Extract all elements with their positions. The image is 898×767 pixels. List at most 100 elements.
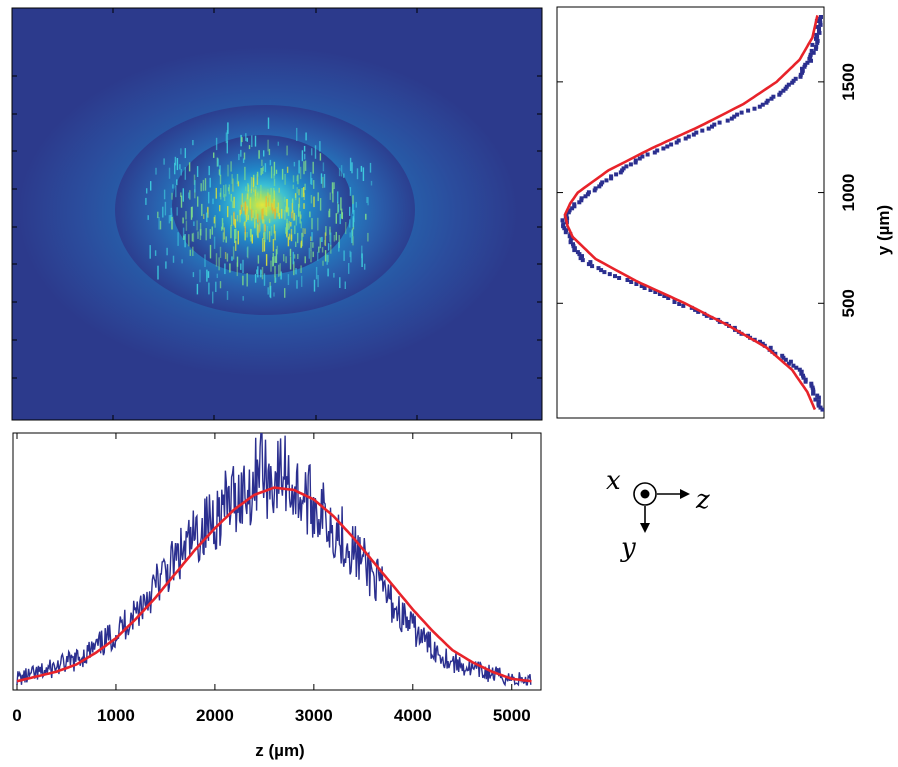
y-profile-point [760, 102, 765, 107]
heatmap-speckle [267, 287, 269, 295]
heatmap-speckle [351, 162, 353, 174]
y-profile-point [621, 166, 626, 171]
heatmap-speckle [266, 226, 269, 240]
heatmap-speckle [317, 275, 319, 288]
heatmap-speckle [297, 253, 299, 259]
y-profile-point [814, 44, 819, 49]
heatmap-speckle [314, 145, 317, 159]
heatmap-speckle [260, 191, 262, 200]
heatmap-speckle [322, 260, 324, 266]
heatmap-speckle [281, 168, 284, 180]
heatmap-speckle [203, 214, 205, 219]
heatmap-speckle [254, 191, 257, 202]
y-profile-point [681, 303, 686, 308]
heatmap-speckle [285, 256, 287, 264]
heatmap-speckle [189, 249, 191, 256]
heatmap-ticks [12, 8, 542, 420]
heatmap-speckle [318, 246, 320, 253]
heatmap-speckle [245, 186, 247, 191]
y-profile-fit-curve [563, 15, 819, 411]
heatmap-speckle [273, 187, 275, 200]
heatmap-speckle [157, 211, 159, 219]
heatmap-speckle [320, 173, 323, 184]
heatmap-speckle [209, 229, 211, 239]
y-profile-point [712, 122, 717, 127]
y-profile-point [570, 236, 574, 241]
heatmap-speckle [192, 232, 195, 242]
heatmap-speckle [317, 251, 319, 261]
heatmap-speckle [293, 261, 295, 276]
y-profile-point [717, 120, 722, 125]
heatmap-speckle [207, 207, 209, 215]
heatmap-speckle [262, 208, 264, 220]
heatmap-speckle [298, 160, 300, 174]
heatmap-speckle [172, 255, 175, 263]
heatmap-speckle [232, 246, 235, 260]
heatmap-speckle [323, 174, 326, 188]
heatmap-speckle [267, 193, 270, 207]
heatmap-speckle [236, 256, 239, 267]
y-profile-point [652, 150, 657, 155]
heatmap-speckle [259, 222, 261, 232]
heatmap-speckle [253, 187, 255, 193]
y-profile-point [669, 142, 674, 147]
heatmap-speckle [298, 189, 300, 196]
heatmap-speckle [262, 215, 264, 224]
y-profile-point [805, 60, 810, 65]
heatmap-speckle [333, 272, 335, 278]
heatmap-speckle [289, 256, 292, 270]
z-axis-tick-label: 0 [12, 706, 21, 725]
heatmap-speckle [241, 193, 243, 207]
heatmap-speckle [264, 224, 266, 232]
heatmap-speckle [176, 207, 178, 216]
y-profile-point [725, 118, 730, 123]
y-profile-point [739, 110, 744, 115]
heatmap-speckle [256, 203, 258, 208]
y-profile-point [815, 393, 820, 398]
heatmap-speckle [175, 185, 177, 198]
y-profile-point [600, 180, 605, 185]
y-profile-point [596, 266, 601, 271]
heatmap-speckle [369, 162, 372, 173]
heatmap-speckle [312, 161, 314, 174]
heatmap-speckle [264, 163, 267, 173]
y-profile-point [757, 104, 762, 109]
heatmap-speckle [230, 194, 232, 202]
y-profile-point [593, 186, 598, 191]
heatmap-speckle [310, 195, 313, 204]
y-profile-point [662, 294, 667, 298]
heatmap-speckle [289, 248, 292, 257]
heatmap-speckle [319, 141, 321, 152]
heatmap-speckle [192, 272, 195, 278]
y-profile-point [634, 282, 639, 286]
heatmap-speckle [300, 265, 302, 273]
heatmap-panel [11, 7, 543, 421]
heatmap-speckle [304, 256, 306, 264]
heatmap-speckle [226, 291, 229, 300]
heatmap-speckle [242, 158, 245, 163]
y-profile-point [575, 250, 580, 255]
heatmap-speckle [319, 153, 322, 161]
heatmap-speckle [147, 215, 149, 220]
y-profile-point [624, 164, 629, 169]
heatmap-speckle [234, 218, 236, 227]
heatmap-speckle [174, 162, 176, 175]
heatmap-speckle [180, 192, 182, 197]
heatmap-speckle [304, 160, 307, 171]
y-axis-tick-label: 1000 [839, 174, 858, 212]
y-profile-point [617, 276, 622, 280]
coordinate-axes-legend: x z y [606, 466, 710, 563]
heatmap-speckle [319, 198, 322, 211]
heatmap-speckle [226, 253, 229, 262]
y-profile-point [613, 274, 617, 279]
heatmap-speckle [265, 196, 267, 207]
heatmap-speckle [246, 198, 248, 208]
heatmap-speckle [227, 122, 229, 134]
heatmap-speckle [270, 260, 272, 272]
heatmap-speckle [287, 236, 290, 247]
heatmap-speckle [245, 209, 248, 222]
heatmap-speckle [286, 224, 288, 231]
y-profile-point [817, 28, 821, 33]
heatmap-speckle [211, 226, 213, 235]
heatmap-speckle [199, 269, 201, 283]
